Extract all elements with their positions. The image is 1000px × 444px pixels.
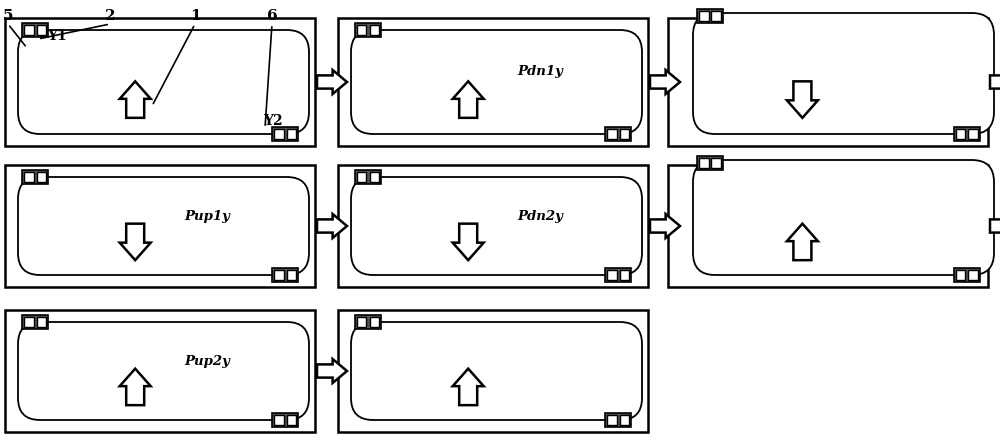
- Bar: [24, 25, 34, 35]
- FancyBboxPatch shape: [351, 322, 642, 420]
- Bar: [954, 269, 980, 281]
- Polygon shape: [317, 70, 347, 94]
- Bar: [22, 170, 48, 183]
- Bar: [36, 172, 46, 182]
- Bar: [620, 270, 629, 280]
- Bar: [956, 270, 965, 280]
- Bar: [620, 129, 629, 139]
- Bar: [370, 172, 379, 182]
- Bar: [5, 165, 315, 287]
- Polygon shape: [317, 359, 347, 383]
- Polygon shape: [120, 224, 151, 260]
- Text: Y2: Y2: [263, 114, 283, 128]
- Polygon shape: [650, 70, 680, 94]
- Bar: [22, 315, 48, 329]
- Bar: [5, 310, 315, 432]
- Text: Pup1y: Pup1y: [185, 210, 231, 223]
- Bar: [605, 269, 631, 281]
- FancyBboxPatch shape: [18, 30, 309, 134]
- Bar: [36, 317, 46, 327]
- Text: 2: 2: [105, 9, 115, 23]
- Bar: [272, 269, 298, 281]
- Bar: [699, 158, 708, 168]
- Polygon shape: [787, 81, 818, 118]
- Bar: [357, 317, 366, 327]
- Polygon shape: [120, 81, 151, 118]
- Bar: [605, 127, 631, 141]
- Bar: [357, 172, 366, 182]
- Bar: [697, 9, 723, 23]
- Bar: [274, 129, 284, 139]
- Bar: [355, 170, 381, 183]
- Text: Pdn2y: Pdn2y: [518, 210, 564, 223]
- Bar: [274, 270, 284, 280]
- Bar: [287, 270, 296, 280]
- Bar: [355, 24, 381, 36]
- Text: Y1: Y1: [47, 29, 67, 43]
- Bar: [338, 165, 648, 287]
- Polygon shape: [317, 214, 347, 238]
- Bar: [697, 156, 723, 170]
- Bar: [954, 127, 980, 141]
- FancyBboxPatch shape: [18, 322, 309, 420]
- Polygon shape: [453, 224, 484, 260]
- Bar: [355, 315, 381, 329]
- Bar: [287, 129, 296, 139]
- Bar: [370, 317, 379, 327]
- FancyBboxPatch shape: [351, 177, 642, 275]
- Bar: [711, 11, 721, 21]
- FancyBboxPatch shape: [693, 160, 994, 275]
- Polygon shape: [787, 224, 818, 260]
- Bar: [620, 415, 629, 425]
- Bar: [22, 24, 48, 36]
- Bar: [607, 270, 617, 280]
- Polygon shape: [990, 214, 1000, 238]
- Bar: [968, 129, 978, 139]
- Bar: [668, 18, 988, 146]
- Bar: [605, 413, 631, 427]
- Polygon shape: [453, 369, 484, 405]
- Text: 1: 1: [190, 9, 200, 23]
- Bar: [699, 11, 708, 21]
- Bar: [357, 25, 366, 35]
- Bar: [607, 129, 617, 139]
- Bar: [711, 158, 721, 168]
- Bar: [968, 270, 978, 280]
- Text: 5: 5: [3, 9, 13, 23]
- Bar: [274, 415, 284, 425]
- Polygon shape: [120, 369, 151, 405]
- Polygon shape: [990, 70, 1000, 94]
- Bar: [956, 129, 965, 139]
- Bar: [287, 415, 296, 425]
- FancyBboxPatch shape: [351, 30, 642, 134]
- Text: 6: 6: [267, 9, 277, 23]
- Bar: [607, 415, 617, 425]
- Bar: [272, 127, 298, 141]
- Bar: [272, 413, 298, 427]
- Text: Pdn1y: Pdn1y: [518, 65, 564, 78]
- Bar: [5, 18, 315, 146]
- FancyBboxPatch shape: [18, 177, 309, 275]
- FancyBboxPatch shape: [693, 13, 994, 134]
- Bar: [668, 165, 988, 287]
- Bar: [370, 25, 379, 35]
- Polygon shape: [453, 81, 484, 118]
- Bar: [24, 172, 34, 182]
- Bar: [338, 18, 648, 146]
- Polygon shape: [650, 214, 680, 238]
- Bar: [338, 310, 648, 432]
- Text: Pup2y: Pup2y: [185, 355, 231, 368]
- Bar: [24, 317, 34, 327]
- Bar: [36, 25, 46, 35]
